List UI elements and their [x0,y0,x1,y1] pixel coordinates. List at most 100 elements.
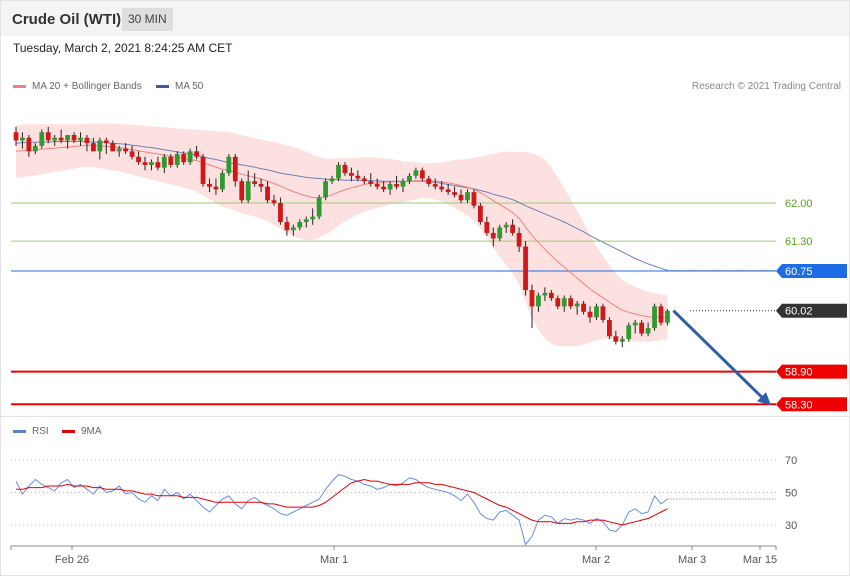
candle-body [600,306,606,320]
candle [619,336,625,348]
candle [168,154,174,168]
candle [536,292,541,312]
candle-body [426,178,432,184]
candle-body [342,164,348,174]
candle [32,143,38,155]
candle-body [258,183,264,187]
ma20-legend-label: MA 20 + Bollinger Bands [32,81,142,92]
rsi-swatch [13,430,26,433]
candle-body [245,181,251,201]
candle [574,300,580,315]
candle [381,181,387,193]
candle-body [103,140,109,144]
x-axis-label: Feb 26 [55,554,89,566]
x-axis-label: Mar 15 [743,554,777,566]
candle [458,189,464,203]
candle [26,135,32,157]
candle [297,219,303,231]
candle [490,227,496,247]
candle-body [419,170,425,179]
level-tag-58.30 [776,397,847,412]
candle [110,140,116,152]
candle [239,178,245,203]
candle [581,300,586,315]
candle [200,154,206,187]
candle [303,216,309,228]
candle-body [497,227,503,239]
candle-body [626,325,632,339]
candle-body [607,319,612,337]
candle-body [58,137,64,141]
candle [65,135,70,149]
rsi-tick-70: 70 [785,455,797,467]
candle [497,224,503,242]
candle-body [400,181,406,187]
candle-body [587,311,593,318]
level-label-58.30: 58.30 [785,399,813,411]
rsi-ma-legend: 9MA [62,426,102,437]
ma50-swatch [156,85,169,88]
candle-body [548,292,554,299]
candle [529,284,535,329]
candle [84,135,90,152]
candle [394,175,399,190]
timeframe-badge[interactable]: 30 MIN [122,8,173,31]
x-axis-label: Mar 3 [678,554,706,566]
candle-body [658,306,664,323]
candle [484,216,490,236]
candle [400,178,406,193]
ma20-swatch [13,85,26,88]
candle [284,216,290,236]
candle [310,208,316,225]
candle-body [174,154,180,165]
candle-body [271,200,277,203]
rsi-line [15,474,668,546]
forecast-arrow-line [672,309,767,402]
rsi-tick-50: 50 [785,488,797,500]
candle [213,178,219,195]
candle-body [329,178,335,182]
candle-body [168,156,174,165]
candle-body [542,292,548,296]
candle-body [297,222,303,228]
candle [290,224,296,236]
candle [439,181,445,193]
candle-body [413,170,419,176]
candle-body [129,151,135,157]
candle-body [142,162,148,165]
candle [368,173,374,187]
candle-body [490,232,496,239]
candle [548,290,554,301]
bollinger-band [16,123,668,347]
ma20-line [15,144,668,318]
candle [555,295,561,310]
candle-body [310,216,316,220]
candle-body [639,322,645,334]
candle-body [471,192,477,206]
candle [445,183,451,195]
candle [52,135,58,146]
candle [181,151,187,165]
candle-body [510,224,516,233]
candle [278,197,283,225]
level-label-60.02: 60.02 [785,306,813,318]
candle [207,178,212,193]
candle-body [97,140,103,152]
candle [187,148,193,165]
level-label-60.75: 60.75 [785,266,813,278]
candle [639,319,645,337]
candle [232,154,238,187]
candle-body [303,219,309,223]
candle [349,167,354,182]
candle [465,189,470,203]
candle [245,170,251,203]
candle [407,173,412,184]
candle-body [574,303,580,307]
candle-body [652,306,657,329]
candle [258,178,264,193]
candle-body [226,156,232,174]
timestamp: Tuesday, March 2, 2021 8:24:25 AM CET [13,41,233,55]
candle [374,178,380,190]
candle [478,203,483,225]
